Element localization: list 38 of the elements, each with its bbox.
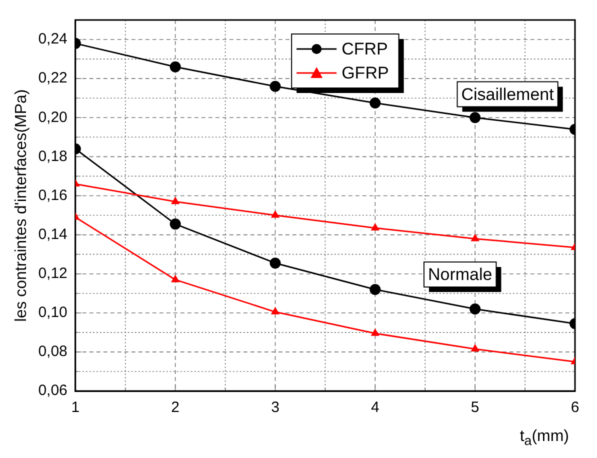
y-tick-label: 0,10 (38, 304, 68, 322)
x-tick-label: 2 (171, 399, 180, 416)
point (170, 218, 181, 230)
point (270, 210, 280, 218)
y-tick-label: 0,18 (38, 148, 68, 165)
y-tick-label: 0,22 (38, 70, 68, 87)
annotation: Cisaillement (461, 84, 554, 104)
y-tick-label: 0,16 (38, 186, 68, 204)
y-tick-label: 0,20 (38, 108, 68, 126)
y-tick-label: 0,06 (38, 382, 68, 400)
y-tick-label: 0,14 (38, 226, 68, 243)
point (270, 80, 281, 92)
x-axis-title: t$_{a}$(mm) (520, 428, 569, 448)
point (370, 222, 380, 230)
point (270, 306, 280, 314)
y-tick-label: 0,12 (38, 264, 68, 282)
point (170, 274, 180, 282)
x-tick-label: 4 (370, 399, 380, 416)
point (470, 234, 480, 242)
point (370, 328, 380, 336)
y-axis-title: les contraintes d'interfaces(MPa) (13, 89, 30, 322)
y-tick-label: 0,24 (38, 30, 68, 48)
point (270, 258, 281, 269)
point (470, 112, 481, 124)
x-tick-label: 6 (570, 399, 580, 416)
point (470, 344, 480, 352)
legend-label: GFRP (342, 64, 389, 83)
legend-label: CFRP (342, 40, 388, 59)
annotation: Normale (428, 265, 492, 284)
point (170, 61, 181, 72)
point (370, 97, 381, 108)
point (470, 303, 481, 314)
x-tick-label: 3 (271, 399, 280, 416)
x-tick-label: 5 (470, 399, 480, 416)
point (170, 196, 180, 204)
y-tick-label: 0,08 (38, 343, 68, 360)
x-tick-label: 1 (71, 399, 80, 416)
point (370, 284, 381, 295)
